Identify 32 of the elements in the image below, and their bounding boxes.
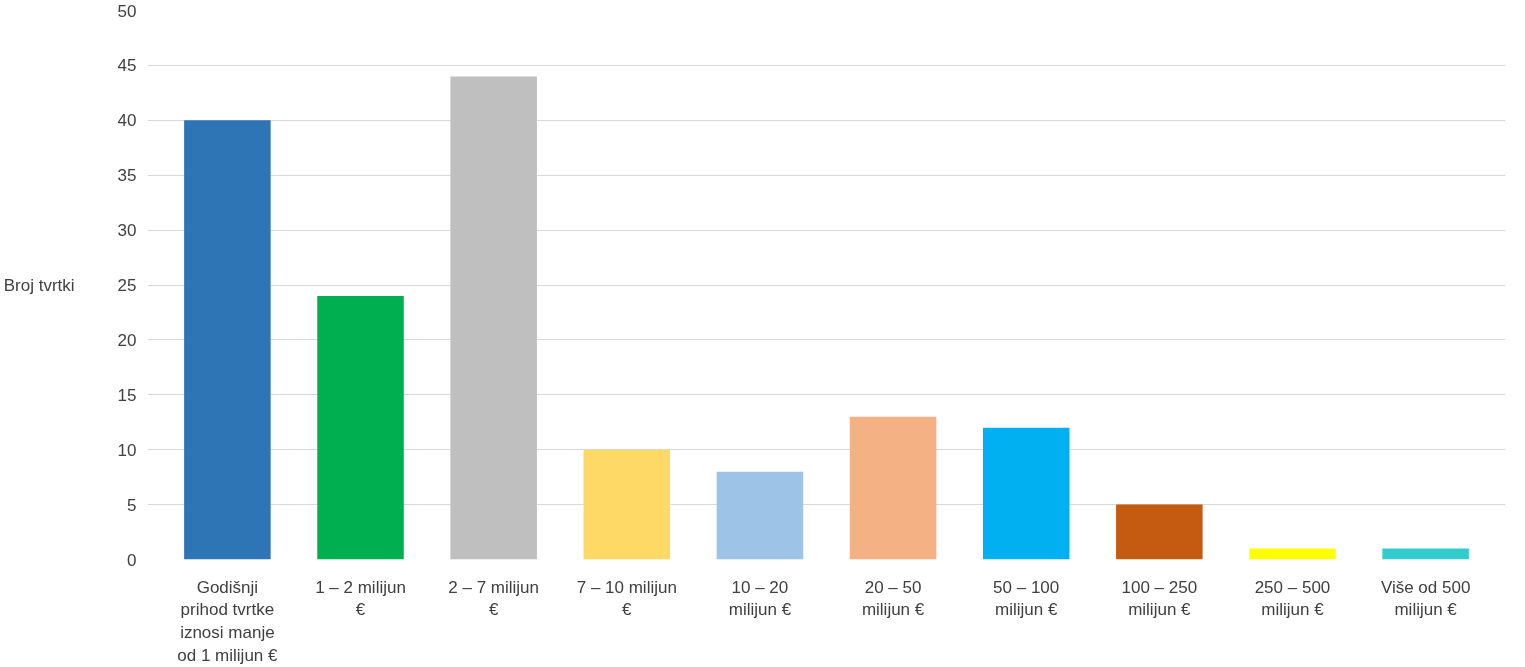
y-tick-label: 5 xyxy=(127,495,137,515)
x-tick-label: Godišnji prihod tvrtke iznosi manje od 1 milijun € xyxy=(177,577,279,665)
x-tick-label: 2 – 7 milijun € xyxy=(448,577,540,620)
bar xyxy=(716,471,804,560)
bar xyxy=(982,427,1070,560)
bar xyxy=(849,416,937,560)
x-tick-label: 20 – 50 milijun € xyxy=(861,577,925,620)
y-tick-label: 40 xyxy=(117,111,137,131)
y-tick-label: 25 xyxy=(117,276,137,295)
bar xyxy=(317,295,404,560)
x-tick-label: 100 – 250 milijun € xyxy=(1121,577,1198,620)
x-tick-label: Više od 500 milijun € xyxy=(1380,577,1471,620)
y-tick-label: 30 xyxy=(117,221,137,241)
y-tick-label: 15 xyxy=(117,385,137,405)
y-tick-label: 0 xyxy=(127,550,137,570)
y-tick-label: 20 xyxy=(117,330,137,350)
bar xyxy=(1249,548,1336,560)
bar xyxy=(450,76,537,560)
y-tick-label: 50 xyxy=(117,1,137,21)
bar xyxy=(184,120,271,560)
x-tick-label: 10 – 20 milijun € xyxy=(728,577,792,620)
y-axis-title: Broj tvrtki xyxy=(3,275,75,295)
bar xyxy=(583,449,671,560)
y-tick-label: 10 xyxy=(117,440,137,460)
y-tick-label: 45 xyxy=(117,56,137,76)
x-tick-label: 50 – 100 milijun € xyxy=(993,577,1060,620)
bar xyxy=(1116,504,1203,560)
x-tick-label: 250 – 500 milijun € xyxy=(1254,577,1331,620)
x-tick-label: 1 – 2 milijun € xyxy=(315,577,406,620)
y-tick-label: 35 xyxy=(117,166,137,186)
bar xyxy=(1382,548,1469,560)
x-tick-label: 7 – 10 milijun € xyxy=(576,577,677,620)
